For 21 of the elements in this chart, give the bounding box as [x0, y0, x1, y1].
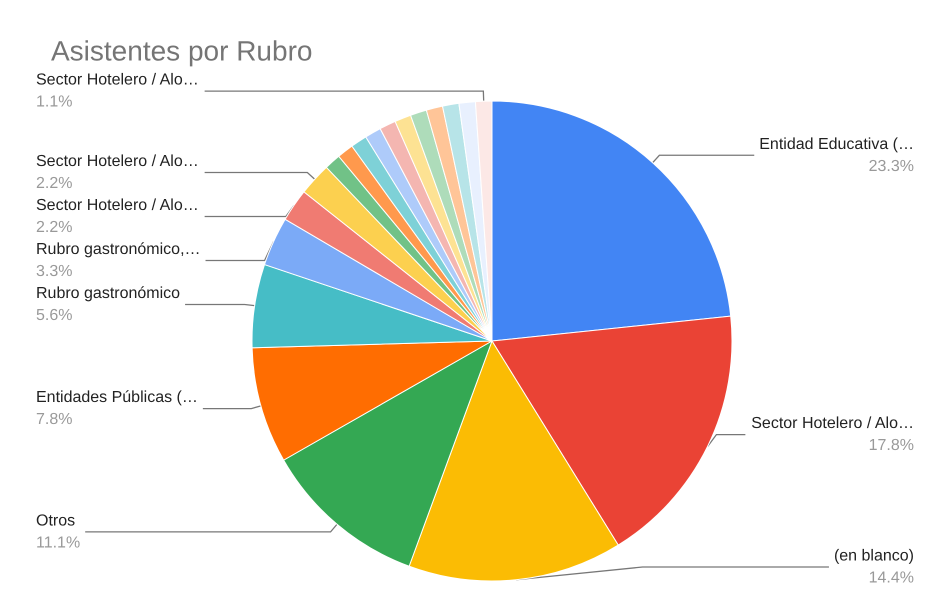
data-label: 2.2% — [36, 174, 72, 192]
data-label: 11.1% — [36, 534, 80, 552]
data-label: 2.2% — [36, 218, 72, 236]
slice-label: (en blanco) — [834, 548, 914, 564]
slice-label: Rubro gastronómico,… — [36, 240, 201, 258]
slice-label: Sector Hotelero / Alo… — [36, 152, 199, 170]
slice-label: Sector Hotelero / Alo… — [36, 72, 199, 89]
data-label: 7.8% — [36, 411, 72, 428]
slice-label: Entidades Públicas (… — [36, 389, 198, 406]
data-label: 14.4% — [868, 570, 914, 586]
slice-label: Rubro gastronómico — [36, 284, 180, 302]
data-label: 23.3% — [868, 158, 914, 175]
data-label: 5.6% — [36, 306, 72, 324]
data-label: 3.3% — [36, 262, 72, 280]
slice-label: Entidad Educativa (… — [759, 136, 914, 153]
chart-title: Asistentes por Rubro — [51, 36, 312, 66]
slice-label: Sector Hotelero / Alo… — [36, 196, 199, 214]
data-label: 17.8% — [868, 437, 914, 454]
slice-label: Sector Hotelero / Alo… — [751, 415, 914, 432]
data-label: 1.1% — [36, 94, 72, 111]
slice-label: Otros — [36, 512, 76, 530]
